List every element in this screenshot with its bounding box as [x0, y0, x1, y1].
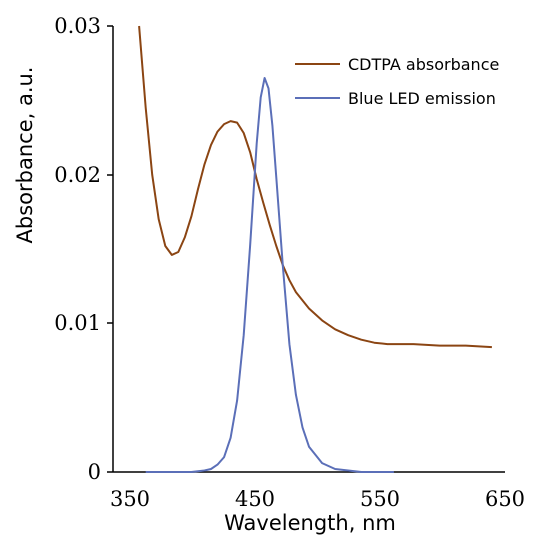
x-tick-label: 450 [235, 487, 275, 511]
series-line-cdtpa-absorbance [138, 25, 492, 349]
y-tick-label: 0.03 [54, 14, 101, 38]
y-tick-label: 0.02 [54, 163, 101, 187]
y-tick-label: 0.01 [54, 311, 101, 335]
legend: CDTPA absorbance Blue LED emission [295, 55, 499, 108]
x-tick-label: 550 [360, 487, 400, 511]
legend-label-blue-led: Blue LED emission [348, 89, 496, 108]
y-tick-label: 0 [88, 460, 101, 484]
x-tick-label: 350 [110, 487, 150, 511]
series-line-blue-led-emission [145, 77, 394, 473]
x-axis-title: Wavelength, nm [224, 511, 396, 535]
x-tick-label: 650 [485, 487, 525, 511]
legend-label-cdtpa: CDTPA absorbance [348, 55, 499, 74]
y-axis-title: Absorbance, a.u. [13, 67, 37, 244]
